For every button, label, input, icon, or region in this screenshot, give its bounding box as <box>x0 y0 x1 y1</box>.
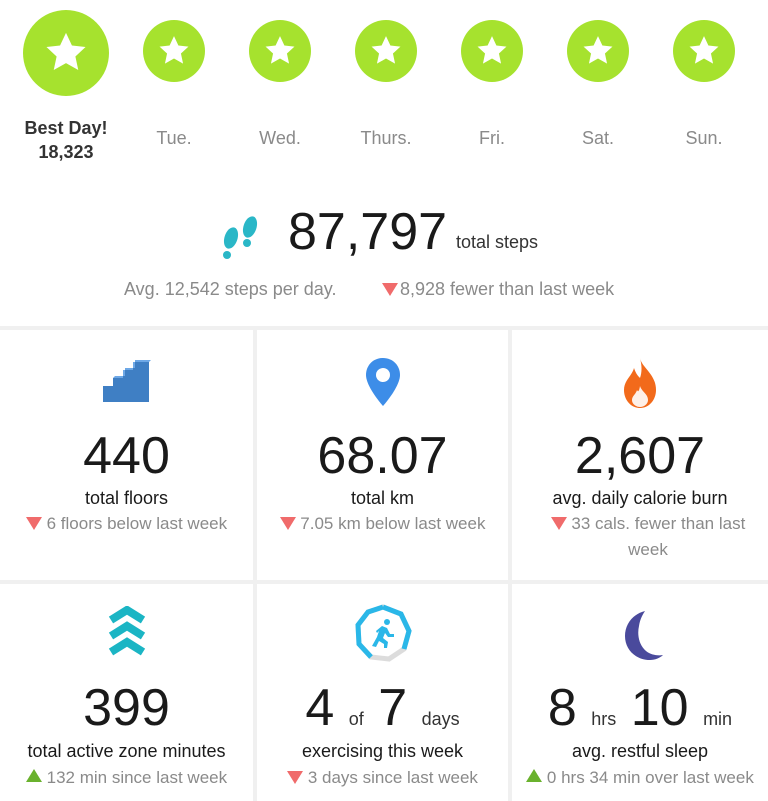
steps-average: Avg. 12,542 steps per day. <box>124 279 337 299</box>
star-badge <box>249 20 311 82</box>
star-icon <box>159 36 189 64</box>
star-badge <box>143 20 205 82</box>
star-badge <box>673 20 735 82</box>
total-steps-value: 87,797 <box>288 203 448 261</box>
calories-value: 2,607 <box>574 427 706 485</box>
stairs-icon <box>102 360 151 402</box>
calories-change-text: 33 cals. fewer than last week <box>571 514 746 559</box>
exercise-change-text: 3 days since last week <box>307 768 478 787</box>
active-zone-value: 399 <box>83 679 170 737</box>
sleep-label: avg. restful sleep <box>571 741 709 761</box>
sleep-duration: 8 hrs 10 min <box>512 678 768 738</box>
distance-card[interactable]: 68.07 total km 7.05 km below last week <box>257 330 508 580</box>
distance-change-text: 7.05 km below last week <box>300 514 486 533</box>
floors-label: total floors <box>84 488 169 508</box>
star-badge <box>567 20 629 82</box>
star-icon <box>371 36 401 64</box>
floors-value: 440 <box>83 427 170 485</box>
active-zone-label: total active zone minutes <box>27 741 226 761</box>
star-icon <box>583 36 613 64</box>
chevrons-up-icon <box>108 606 145 656</box>
steps-change: 8,928 fewer than last week <box>382 279 614 300</box>
down-arrow-icon <box>382 283 398 296</box>
star-icon <box>46 32 86 71</box>
up-arrow-icon <box>25 769 42 782</box>
star-icon <box>265 36 295 64</box>
up-arrow-icon <box>526 769 543 782</box>
best-day-label: Best Day! <box>24 118 108 138</box>
sleep-minutes: 10 <box>630 679 689 737</box>
floors-change: 6 floors below last week <box>8 511 245 537</box>
day-sun[interactable]: Sun. <box>654 20 754 149</box>
exercise-days: 4 of 7 days <box>257 678 508 738</box>
floors-card[interactable]: 440 total floors 6 floors below last wee… <box>0 330 253 580</box>
exercise-label: exercising this week <box>301 741 464 761</box>
day-sat[interactable]: Sat. <box>548 20 648 149</box>
distance-value: 68.07 <box>317 427 448 485</box>
calories-label: avg. daily calorie burn <box>552 488 728 508</box>
footsteps-icon <box>223 216 258 259</box>
best-day-steps: 18,323 <box>38 142 94 162</box>
distance-label: total km <box>350 488 415 508</box>
day-label: Wed. <box>259 128 301 148</box>
sleep-card[interactable]: 8 hrs 10 min avg. restful sleep 0 hrs 34… <box>512 584 768 801</box>
total-steps-row[interactable]: 87,797 total steps <box>0 200 768 270</box>
star-icon <box>689 36 719 64</box>
sleep-hours: 8 <box>547 679 577 737</box>
day-label: Thurs. <box>360 128 412 148</box>
day-wed[interactable]: Wed. <box>230 20 330 149</box>
best-day-star-badge <box>23 10 109 96</box>
exercise-change: 3 days since last week <box>265 765 500 791</box>
sleep-minutes-unit: min <box>703 709 733 729</box>
active-zone-change-text: 132 min since last week <box>46 768 228 787</box>
day-fri[interactable]: Fri. <box>442 20 542 149</box>
exercise-card[interactable]: 4 of 7 days exercising this week 3 days … <box>257 584 508 801</box>
day-tue[interactable]: Tue. <box>124 20 224 149</box>
down-arrow-icon <box>287 771 304 784</box>
total-steps-unit: total steps <box>456 232 539 252</box>
exercise-days-count: 4 <box>305 679 335 737</box>
down-arrow-icon <box>25 517 42 530</box>
active-zone-card[interactable]: 399 total active zone minutes 132 min si… <box>0 584 253 801</box>
floors-change-text: 6 floors below last week <box>46 514 228 533</box>
exercise-days-unit: days <box>421 709 460 729</box>
star-badge <box>355 20 417 82</box>
sleep-change-text: 0 hrs 34 min over last week <box>546 768 754 787</box>
flame-icon <box>624 358 656 408</box>
sleep-change: 0 hrs 34 min over last week <box>512 765 768 791</box>
moon-icon <box>625 611 663 660</box>
day-label: Sun. <box>685 128 723 148</box>
exercise-of-label: of <box>348 709 364 729</box>
exercise-days-total: 7 <box>378 679 408 737</box>
star-badge <box>461 20 523 82</box>
steps-change-text: 8,928 fewer than last week <box>400 279 615 299</box>
day-thurs[interactable]: Thurs. <box>336 20 436 149</box>
down-arrow-icon <box>550 517 567 530</box>
calories-change: 33 cals. fewer than last week <box>542 511 754 563</box>
day-label: Sat. <box>581 128 615 148</box>
down-arrow-icon <box>279 517 296 530</box>
location-pin-icon <box>365 358 400 406</box>
day-label: Fri. <box>479 128 505 148</box>
distance-change: 7.05 km below last week <box>265 511 500 537</box>
day-label: Tue. <box>156 128 192 148</box>
star-icon <box>477 36 507 64</box>
weekly-summary-panel: Best Day! 18,323 Tue. Wed. Thurs. Fri. S… <box>0 0 768 326</box>
calories-card[interactable]: 2,607 avg. daily calorie burn 33 cals. f… <box>512 330 768 580</box>
day-best[interactable]: Best Day! 18,323 <box>16 10 116 164</box>
active-zone-change: 132 min since last week <box>8 765 245 791</box>
sleep-hours-unit: hrs <box>591 709 617 729</box>
exercise-runner-icon <box>354 604 412 662</box>
